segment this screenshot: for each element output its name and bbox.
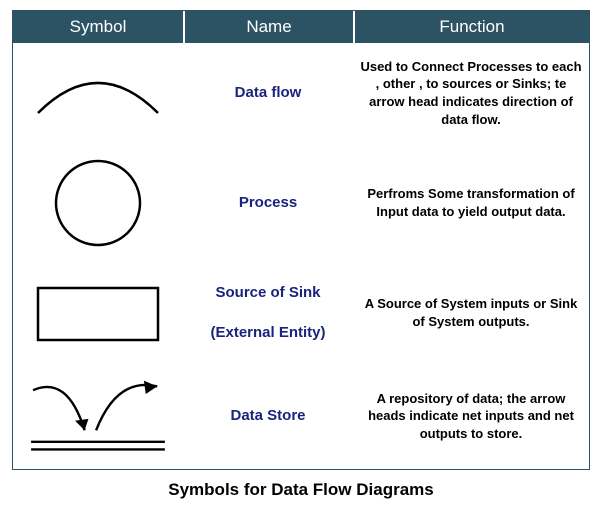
function-cell: A repository of data; the arrow heads in… [353,363,589,469]
name-cell: Source of Sink (External Entity) [183,263,353,363]
row-name: Process [239,193,297,213]
row-name: Data flow [235,83,302,103]
table-header-row: Symbol Name Function [13,11,589,43]
row-name-line1: Source of Sink [215,283,320,303]
arc-icon [23,58,173,128]
figure-caption: Symbols for Data Flow Diagrams [12,480,590,500]
row-name-line2: (External Entity) [210,323,325,343]
function-cell: Perfroms Some transformation of Input da… [353,143,589,263]
row-name: Data Store [230,406,305,426]
function-cell: A Source of System inputs or Sink of Sys… [353,263,589,363]
dfd-symbols-table: Symbol Name Function Data flow Used to C… [12,10,590,470]
name-cell: Data Store [183,363,353,469]
row-function: A Source of System inputs or Sink of Sys… [359,295,583,330]
symbol-data-store [13,363,183,469]
name-cell: Process [183,143,353,263]
symbol-source-sink [13,263,183,363]
symbol-process [13,143,183,263]
table-row: Source of Sink (External Entity) A Sourc… [13,263,589,363]
row-function: Used to Connect Processes to each , othe… [359,58,583,128]
circle-icon [43,153,153,253]
header-symbol: Symbol [13,11,183,43]
name-cell: Data flow [183,43,353,143]
row-function: A repository of data; the arrow heads in… [359,390,583,443]
table-row: Data Store A repository of data; the arr… [13,363,589,469]
row-function: Perfroms Some transformation of Input da… [359,185,583,220]
function-cell: Used to Connect Processes to each , othe… [353,43,589,143]
table-row: Process Perfroms Some transformation of … [13,143,589,263]
rectangle-icon [28,278,168,348]
symbol-dataflow [13,43,183,143]
data-store-icon [18,373,178,459]
header-name: Name [183,11,353,43]
header-function: Function [353,11,589,43]
table-row: Data flow Used to Connect Processes to e… [13,43,589,143]
